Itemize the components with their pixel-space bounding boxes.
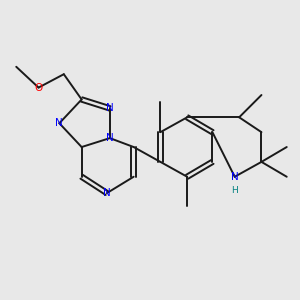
Text: N: N: [106, 133, 114, 143]
Text: O: O: [34, 82, 43, 93]
Text: N: N: [106, 103, 114, 113]
Text: N: N: [56, 118, 63, 128]
Text: N: N: [103, 188, 111, 198]
Text: N: N: [231, 172, 239, 182]
Text: H: H: [231, 186, 238, 195]
